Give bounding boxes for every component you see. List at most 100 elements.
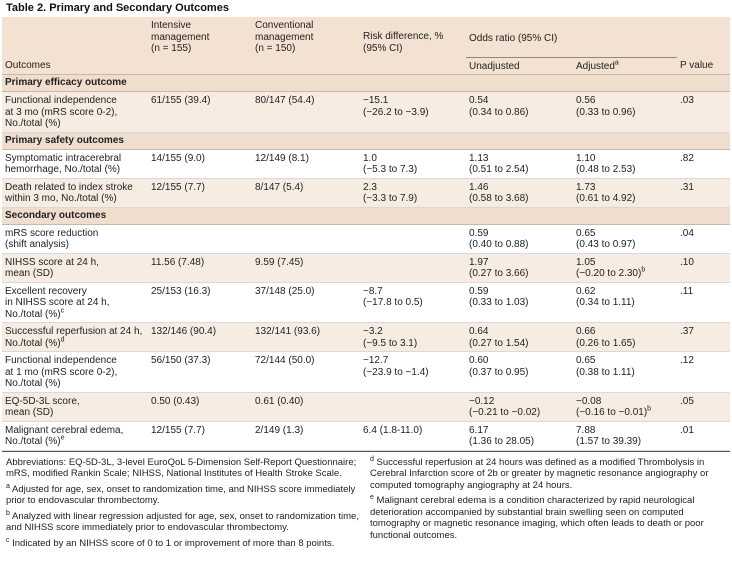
section-heading: Primary efficacy outcome — [2, 74, 730, 92]
cell-unadjusted-line: (1.36 to 28.05) — [469, 436, 570, 448]
cell-risk-difference — [360, 253, 466, 283]
cell-unadjusted-text: (−0.21 to −0.02) — [469, 407, 541, 418]
cell-risk-difference-line: −15.1 — [363, 95, 463, 107]
cell-adjusted: 0.56 (0.33 to 0.96) — [573, 91, 677, 133]
outcome-line: at 1 mo (mRS score 0-2), — [5, 367, 145, 379]
header-outcomes: Outcomes — [2, 17, 148, 75]
cell-outcome: mRS score reduction (shift analysis) — [2, 224, 148, 254]
section-row: Primary efficacy outcome — [2, 74, 730, 92]
header-adjusted-label: Adjusted — [576, 60, 615, 72]
outcome-line: No./total (%) — [5, 118, 145, 130]
cell-unadjusted: 0.64 (0.27 to 1.54) — [466, 322, 573, 352]
cell-risk-difference: −15.1 (−26.2 to −3.9) — [360, 91, 466, 133]
outcome-text: Functional independence — [5, 95, 117, 106]
cell-outcome: Functional independence at 3 mo (mRS scor… — [2, 91, 148, 133]
outcome-line: Excellent recovery — [5, 286, 145, 298]
cell-adjusted-line: (0.26 to 1.65) — [576, 338, 674, 350]
outcome-line: Functional independence — [5, 355, 145, 367]
outcomes-table: Outcomes Intensive management (n = 155) … — [2, 17, 730, 451]
cell-unadjusted-line: (0.51 to 2.54) — [469, 164, 570, 176]
cell-adjusted: −0.08 (−0.16 to −0.01)b — [573, 392, 677, 422]
outcome-text: NIHSS score at 24 h, — [5, 256, 99, 268]
table-row: NIHSS score at 24 h, mean (SD) 11.56 (7.48… — [2, 253, 730, 283]
header-risk-difference: Risk difference, % (95% CI) — [360, 17, 466, 75]
outcome-text: Malignant cerebral edema, — [5, 424, 124, 436]
cell-intensive: 11.56 (7.48) — [148, 253, 252, 283]
outcome-sup: e — [60, 434, 65, 442]
outcome-line: Successful reperfusion at 24 h, — [5, 326, 145, 338]
cell-p-value: .01 — [677, 421, 730, 451]
outcome-text: mRS score reduction — [5, 227, 99, 239]
table-row: Malignant cerebral edema, No./total (%)e 1… — [2, 421, 730, 451]
cell-unadjusted: 0.59 (0.33 to 1.03) — [466, 282, 573, 323]
cell-adjusted: 0.62 (0.34 to 1.11) — [573, 282, 677, 323]
outcome-text: No./total (%) — [5, 337, 61, 349]
cell-unadjusted-line: (0.37 to 0.95) — [469, 367, 570, 379]
cell-unadjusted-line: (0.27 to 3.66) — [469, 268, 570, 280]
cell-unadjusted-text: (0.33 to 1.03) — [469, 297, 529, 308]
cell-adjusted-text: (0.48 to 2.53) — [576, 164, 636, 175]
cell-risk-difference-text: −3.2 — [363, 326, 383, 337]
cell-unadjusted-text: (0.27 to 3.66) — [469, 268, 529, 279]
outcome-text: No./total (%) — [5, 436, 61, 447]
cell-outcome: Death related to index stroke within 3 mo… — [2, 178, 148, 208]
cell-unadjusted-text: 1.13 — [469, 152, 489, 164]
table-row: EQ-5D-3L score, mean (SD) 0.50 (0.43) 0.61 … — [2, 392, 730, 422]
section-heading: Secondary outcomes — [2, 206, 730, 225]
cell-unadjusted: 0.59 (0.40 to 0.88) — [466, 224, 573, 254]
cell-conventional: 80/147 (54.4) — [252, 91, 360, 133]
outcome-line: NIHSS score at 24 h, — [5, 257, 145, 269]
footnote-divider — [2, 450, 730, 452]
cell-conventional: 37/148 (25.0) — [252, 282, 360, 323]
cell-adjusted-line: (0.38 to 1.11) — [576, 367, 674, 379]
cell-adjusted-line: 0.65 — [576, 228, 674, 240]
cell-p-value: .31 — [677, 178, 730, 208]
footnote-abbreviations: Abbreviations: EQ-5D-3L, 3-level EuroQoL… — [6, 456, 357, 480]
cell-risk-difference-text: 1.0 — [363, 152, 377, 164]
cell-adjusted-line: −0.08 — [576, 396, 674, 408]
cell-risk-difference: 6.4 (1.8-11.0) — [360, 421, 466, 451]
cell-conventional: 2/149 (1.3) — [252, 421, 360, 451]
outcome-text: EQ-5D-3L score, — [5, 395, 80, 407]
cell-risk-difference-line: (−5.3 to 7.3) — [363, 164, 463, 176]
cell-adjusted-line: (−0.16 to −0.01)b — [576, 406, 674, 419]
outcome-line: Symptomatic intracerebral — [5, 153, 145, 165]
table-row: Functional independence at 1 mo (mRS scor… — [2, 351, 730, 393]
outcome-line: No./total (%)e — [5, 434, 145, 448]
outcome-line: EQ-5D-3L score, — [5, 396, 145, 408]
cell-risk-difference — [360, 224, 466, 254]
cell-unadjusted-text: (0.27 to 1.54) — [469, 337, 529, 349]
header-adjusted: Adjusteda — [573, 57, 677, 75]
cell-adjusted-text: (1.57 to 39.39) — [576, 436, 642, 447]
cell-adjusted-text: 1.10 — [576, 152, 596, 164]
cell-outcome: Symptomatic intracerebral hemorrhage, No.… — [2, 149, 148, 179]
header-intensive-line2: management — [151, 31, 210, 43]
cell-unadjusted-text: 1.46 — [469, 181, 489, 193]
table-row: Excellent recovery in NIHSS score at 24 h… — [2, 282, 730, 323]
cell-intensive: 0.50 (0.43) — [148, 392, 252, 422]
cell-adjusted: 7.88 (1.57 to 39.39) — [573, 421, 677, 451]
outcome-line: in NIHSS score at 24 h, — [5, 297, 145, 309]
table-row: mRS score reduction (shift analysis) 0.59(… — [2, 224, 730, 254]
outcome-text: Successful reperfusion at 24 h, — [5, 326, 143, 337]
outcome-line: No./total (%)d — [5, 336, 145, 350]
cell-risk-difference-line: −3.2 — [363, 326, 463, 338]
cell-adjusted-line: 1.73 — [576, 182, 674, 194]
cell-adjusted-text: (0.38 to 1.11) — [576, 366, 635, 378]
outcome-text: hemorrhage, No./total (%) — [5, 164, 121, 175]
cell-unadjusted-line: 0.59 — [469, 286, 570, 298]
outcome-line: Malignant cerebral edema, — [5, 425, 145, 437]
cell-unadjusted-line: (0.34 to 0.86) — [469, 107, 570, 119]
cell-adjusted-line: (1.57 to 39.39) — [576, 436, 674, 448]
cell-unadjusted-line: (0.58 to 3.68) — [469, 193, 570, 205]
cell-risk-difference-text: 2.3 — [363, 181, 377, 193]
cell-risk-difference: 2.3 (−3.3 to 7.9) — [360, 178, 466, 208]
outcome-text: Functional independence — [5, 355, 117, 366]
cell-unadjusted-line: (0.33 to 1.03) — [469, 297, 570, 309]
cell-adjusted-sup: b — [641, 266, 646, 274]
cell-risk-difference-line: −12.7 — [363, 355, 463, 367]
cell-risk-difference-line: (−17.8 to 0.5) — [363, 297, 463, 309]
cell-outcome: Functional independence at 1 mo (mRS scor… — [2, 351, 148, 393]
cell-adjusted-text: (0.26 to 1.65) — [576, 337, 636, 349]
cell-unadjusted-text: (0.34 to 0.86) — [469, 106, 529, 118]
